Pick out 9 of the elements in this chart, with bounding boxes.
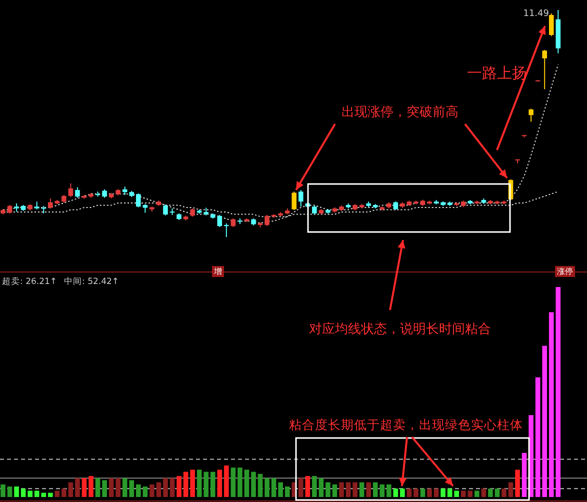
annotation: 对应均线状态，说明长时间粘合 [309, 321, 491, 337]
annotation: 11.49 [523, 9, 550, 19]
annotation: 出现涨停，突破前高 [342, 104, 458, 120]
text: 增 [213, 267, 222, 276]
annotation: 粘合度长期低于超卖，出现绿色实心柱体 [289, 417, 523, 432]
annotation: 超卖: 26.21↑ [2, 276, 58, 287]
text: 涨停 [557, 267, 573, 276]
annotation: 中间: 52.42↑ [64, 276, 120, 287]
annotation: 一路上扬 [467, 64, 527, 82]
